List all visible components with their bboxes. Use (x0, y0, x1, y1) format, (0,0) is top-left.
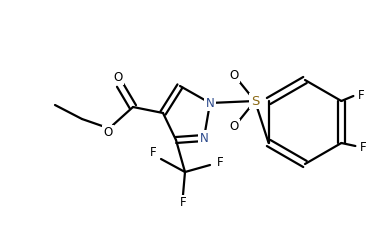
Text: O: O (113, 70, 123, 83)
Text: O: O (229, 120, 239, 133)
Text: N: N (206, 96, 214, 109)
Text: F: F (180, 196, 186, 210)
Text: F: F (150, 146, 156, 160)
Text: S: S (251, 95, 259, 108)
Text: F: F (358, 88, 365, 101)
Text: F: F (217, 155, 223, 169)
Text: N: N (200, 132, 209, 145)
Text: O: O (103, 127, 113, 140)
Text: F: F (360, 141, 367, 154)
Text: O: O (229, 68, 239, 82)
